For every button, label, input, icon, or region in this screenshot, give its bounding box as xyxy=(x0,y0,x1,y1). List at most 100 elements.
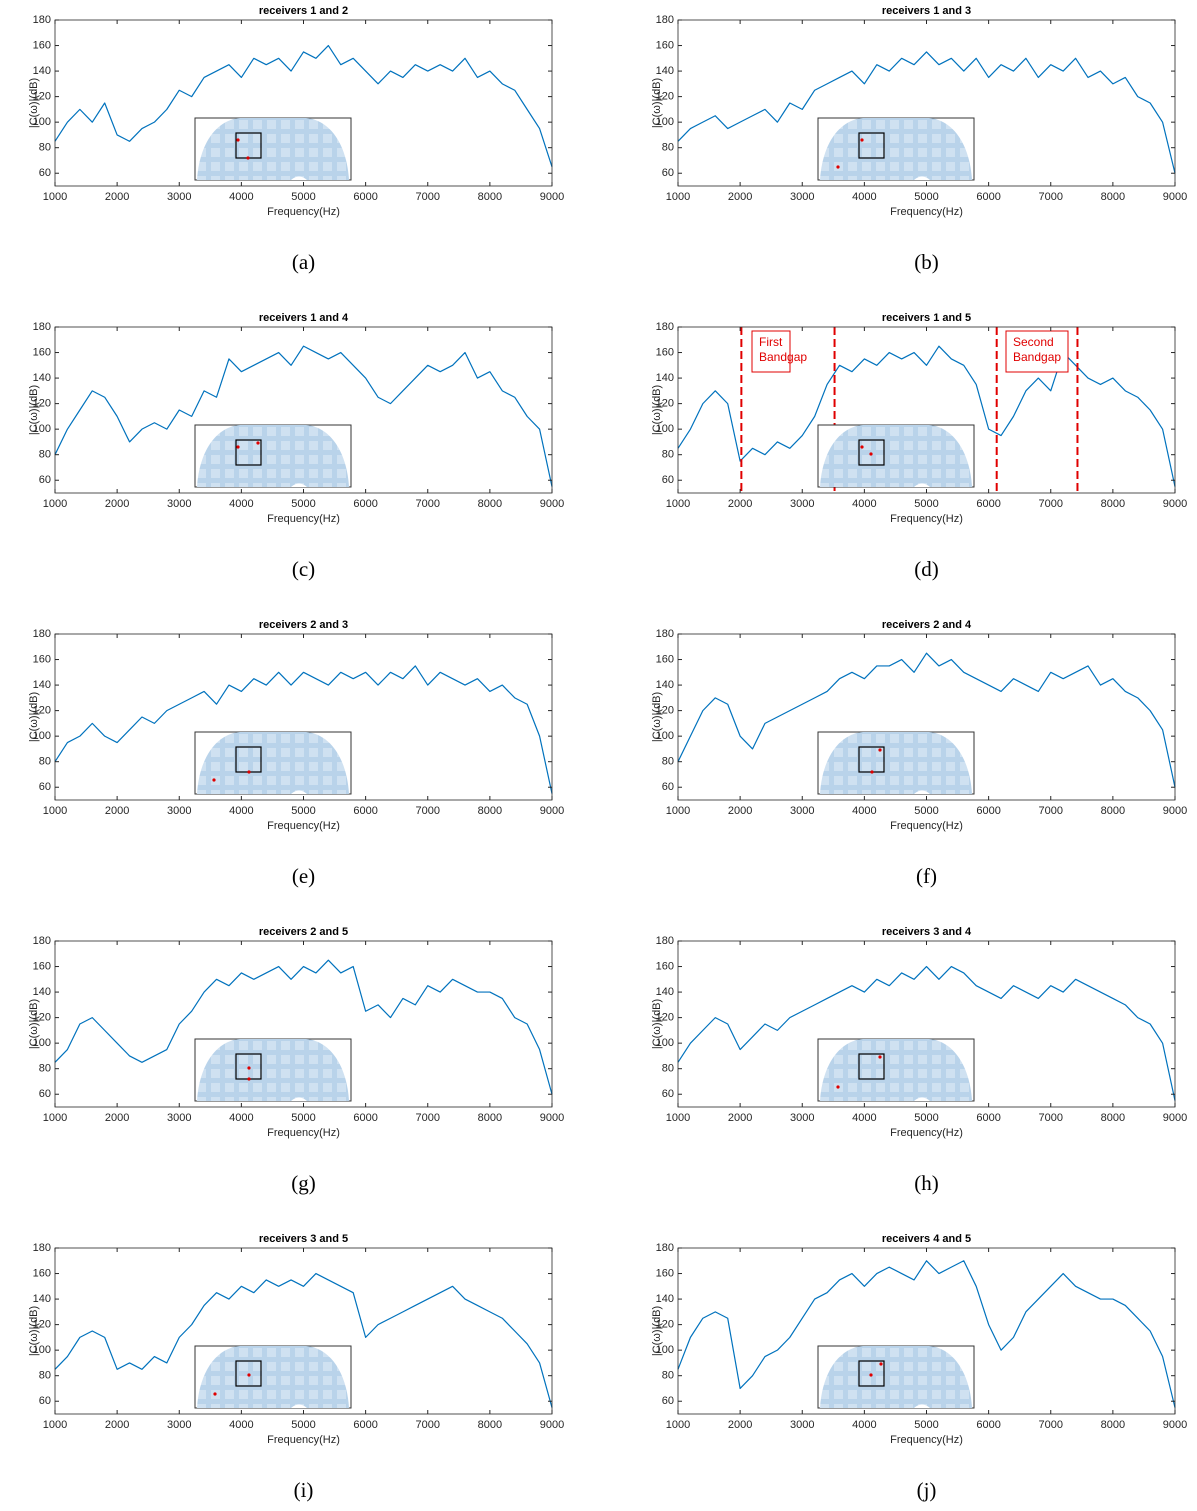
y-tick-label: 60 xyxy=(39,1395,51,1407)
x-tick-label: 7000 xyxy=(1039,1112,1063,1124)
subplot: 1000 2000 3000 4000 5000 6000 7000 8000 9000 60 80… xyxy=(651,5,1187,274)
x-tick-label: 7000 xyxy=(416,191,440,203)
x-tick-label: 3000 xyxy=(790,498,814,510)
data-line xyxy=(677,51,1176,174)
x-tick-label: 2000 xyxy=(728,191,752,203)
x-axis-label: Frequency(Hz) xyxy=(890,206,963,218)
x-tick-label: 3000 xyxy=(167,498,191,510)
y-tick-label: 100 xyxy=(656,1037,674,1049)
y-tick-label: 180 xyxy=(656,628,674,640)
x-tick-label: 2000 xyxy=(728,1419,752,1431)
x-tick-label: 8000 xyxy=(478,805,502,817)
y-tick-label: 120 xyxy=(656,1319,674,1331)
y-tick-label: 60 xyxy=(662,1395,674,1407)
y-tick-label: 60 xyxy=(39,781,51,793)
chart-title: receivers 2 and 3 xyxy=(259,619,348,631)
inset xyxy=(817,1038,975,1102)
x-tick-label: 9000 xyxy=(540,1112,564,1124)
caption: (f) xyxy=(916,864,937,888)
y-tick-label: 60 xyxy=(39,1088,51,1100)
y-tick-label: 160 xyxy=(33,346,51,358)
data-line xyxy=(677,652,1176,788)
x-tick-label: 7000 xyxy=(416,1419,440,1431)
x-tick-label: 1000 xyxy=(43,1112,67,1124)
x-tick-label: 2000 xyxy=(728,805,752,817)
x-tick-label: 1000 xyxy=(666,498,690,510)
y-tick-label: 120 xyxy=(33,705,51,717)
y-tick-label: 120 xyxy=(33,1012,51,1024)
x-tick-label: 9000 xyxy=(540,498,564,510)
y-tick-label: 80 xyxy=(662,756,674,768)
inset-domain xyxy=(820,1346,972,1408)
x-tick-label: 5000 xyxy=(914,1419,938,1431)
subplot: 1000 2000 3000 4000 5000 6000 7000 8000 9000 60 80… xyxy=(28,312,564,581)
caption: (g) xyxy=(291,1171,316,1195)
y-tick-label: 100 xyxy=(33,1344,51,1356)
x-tick-label: 5000 xyxy=(291,498,315,510)
inset-domain xyxy=(820,732,972,794)
x-axis-label: Frequency(Hz) xyxy=(890,1434,963,1446)
x-tick-label: 4000 xyxy=(852,805,876,817)
caption: (b) xyxy=(914,250,939,274)
y-axis-label: |C(ω)|(dB) xyxy=(28,1306,40,1356)
x-tick-label: 5000 xyxy=(291,191,315,203)
inset xyxy=(817,1345,975,1409)
y-tick-label: 100 xyxy=(656,423,674,435)
x-tick-label: 4000 xyxy=(229,1419,253,1431)
y-tick-label: 120 xyxy=(656,705,674,717)
subplot: 1000 2000 3000 4000 5000 6000 7000 8000 9000 60 80… xyxy=(28,1233,564,1502)
x-tick-label: 7000 xyxy=(1039,498,1063,510)
y-tick-label: 100 xyxy=(33,423,51,435)
caption: (c) xyxy=(292,557,315,581)
receiver-dot xyxy=(836,165,840,169)
x-tick-label: 4000 xyxy=(229,805,253,817)
inset xyxy=(194,424,352,488)
x-tick-label: 7000 xyxy=(416,498,440,510)
receiver-dot xyxy=(247,1373,251,1377)
x-tick-label: 8000 xyxy=(478,1419,502,1431)
x-axis-label: Frequency(Hz) xyxy=(267,1434,340,1446)
x-tick-label: 4000 xyxy=(852,1419,876,1431)
data-line xyxy=(677,965,1176,1101)
y-axis-label: |C(ω)|(dB) xyxy=(651,385,663,435)
chart-title: receivers 2 and 5 xyxy=(259,926,348,938)
inset xyxy=(194,117,352,181)
y-tick-label: 80 xyxy=(39,756,51,768)
y-tick-label: 180 xyxy=(656,321,674,333)
chart-title: receivers 1 and 4 xyxy=(259,312,349,324)
y-axis-label: |C(ω)|(dB) xyxy=(28,385,40,435)
y-tick-label: 60 xyxy=(662,781,674,793)
inset-notch xyxy=(291,1097,307,1101)
y-tick-label: 80 xyxy=(39,1370,51,1382)
x-tick-label: 8000 xyxy=(1101,805,1125,817)
x-tick-label: 1000 xyxy=(666,1112,690,1124)
y-tick-label: 180 xyxy=(656,1242,674,1254)
y-tick-label: 120 xyxy=(33,398,51,410)
y-tick-label: 180 xyxy=(656,14,674,26)
receiver-dot xyxy=(246,156,250,160)
x-tick-label: 4000 xyxy=(229,1112,253,1124)
inset-domain xyxy=(197,1346,349,1408)
chart-title: receivers 4 and 5 xyxy=(882,1233,971,1245)
inset-notch xyxy=(291,483,307,487)
inset-notch xyxy=(291,176,307,180)
subplot: 1000 2000 3000 4000 5000 6000 7000 8000 9000 60 80… xyxy=(28,619,564,888)
y-tick-label: 180 xyxy=(33,321,51,333)
chart-title: receivers 1 and 5 xyxy=(882,312,971,324)
receiver-dot xyxy=(247,770,251,774)
y-tick-label: 140 xyxy=(656,986,674,998)
caption: (i) xyxy=(294,1478,314,1502)
x-tick-label: 1000 xyxy=(666,805,690,817)
data-line xyxy=(54,345,553,487)
y-tick-label: 140 xyxy=(33,372,51,384)
y-tick-label: 80 xyxy=(39,142,51,154)
receiver-dot xyxy=(869,452,873,456)
caption: (d) xyxy=(914,557,939,581)
chart-title: receivers 1 and 2 xyxy=(259,5,348,17)
y-tick-label: 140 xyxy=(656,372,674,384)
data-line xyxy=(677,345,1176,487)
x-tick-label: 2000 xyxy=(105,1112,129,1124)
inset-domain xyxy=(820,425,972,487)
y-tick-label: 140 xyxy=(656,1293,674,1305)
